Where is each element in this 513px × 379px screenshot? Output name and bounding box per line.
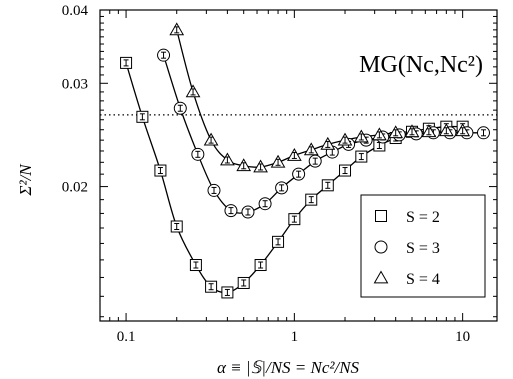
legend-label: S = 2	[406, 209, 440, 226]
y-tick-label: 0.02	[62, 180, 88, 196]
plot-frame	[99, 9, 498, 322]
tick-labels-layer: 0.1 1 10 0.02 0.03 0.04	[62, 3, 470, 345]
x-tick-label: 0.1	[117, 329, 136, 345]
x-tick-label: 1	[291, 329, 299, 345]
legend-marker-triangle	[373, 270, 389, 284]
annotation-label: MG(Nc,Nc²)	[359, 52, 483, 78]
x-tick-label: 10	[455, 329, 470, 345]
y-axis-label: Σ²/N	[16, 163, 35, 197]
markers-layer	[120, 22, 490, 299]
legend-label: S = 3	[406, 240, 440, 257]
legend: S = 2 S = 3 S = 4	[360, 194, 486, 298]
series-curve-3	[176, 29, 463, 168]
legend-marker-circle	[374, 240, 388, 254]
y-tick-label: 0.03	[62, 76, 88, 92]
x-axis-label: α ≡ |𝕊|/NS = Nc²/NS	[217, 358, 360, 377]
legend-label: S = 4	[406, 271, 440, 288]
legend-marker-square	[375, 210, 387, 222]
ticks-layer	[99, 9, 497, 321]
y-tick-label: 0.04	[62, 3, 89, 19]
plot-border	[99, 9, 498, 322]
